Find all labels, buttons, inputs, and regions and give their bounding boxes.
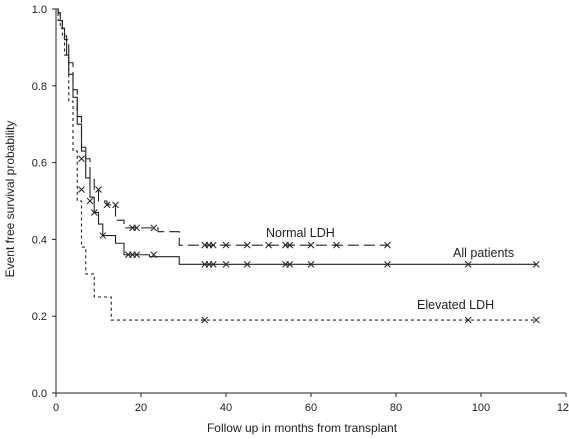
y-tick-label: 1.0 bbox=[32, 4, 47, 16]
censor-marker-all-patients bbox=[384, 261, 391, 268]
censor-marker-elevated-ldh bbox=[532, 316, 540, 324]
censor-marker-all-patients bbox=[90, 209, 98, 216]
censor-marker-normal-ldh bbox=[307, 241, 315, 249]
survival-curves bbox=[56, 8, 537, 321]
censor-marker-normal-ldh bbox=[384, 241, 391, 249]
x-tick-label: 80 bbox=[390, 402, 402, 414]
censor-marker-elevated-ldh bbox=[464, 316, 472, 324]
x-axis-label: Follow up in months from transplant bbox=[207, 421, 398, 435]
y-tick-label: 0.8 bbox=[32, 81, 47, 93]
censor-marker-all-patients bbox=[286, 261, 294, 268]
series-labels: Normal LDH All patients Elevated LDH bbox=[266, 226, 514, 312]
y-tick-label: 0.0 bbox=[32, 388, 47, 400]
censor-marker-all-patients bbox=[307, 261, 315, 268]
curve-normal-ldh bbox=[56, 8, 388, 246]
censor-marker-normal-ldh bbox=[209, 241, 217, 249]
censor-marker-normal-ldh bbox=[78, 155, 85, 163]
censor-marker-all-patients bbox=[222, 261, 230, 268]
censor-marker-normal-ldh bbox=[333, 241, 340, 249]
censor-marker-normal-ldh bbox=[222, 241, 230, 249]
x-tick-label: 60 bbox=[305, 402, 317, 414]
series-label-elevated-ldh: Elevated LDH bbox=[417, 298, 494, 312]
series-label-normal-ldh: Normal LDH bbox=[266, 226, 335, 240]
censor-marker-all-patients bbox=[243, 261, 251, 268]
x-tick-label: 100 bbox=[472, 402, 490, 414]
y-tick-label: 0.2 bbox=[32, 311, 47, 323]
y-tick-label: 0.6 bbox=[32, 158, 47, 170]
x-tick-label: 20 bbox=[135, 402, 147, 414]
censor-marker-normal-ldh bbox=[286, 241, 294, 249]
y-axis-label: Event free survival probability bbox=[3, 121, 17, 278]
censor-marker-normal-ldh bbox=[265, 241, 272, 249]
ticks: 0 20 40 60 80 100 120 0.0 0.2 0.4 0.6 0.8 1.0 bbox=[32, 4, 569, 414]
x-tick-label: 120 bbox=[557, 402, 569, 414]
censor-marker-normal-ldh bbox=[103, 201, 111, 209]
censor-marker-all-patients bbox=[532, 261, 540, 268]
censor-marker-all-patients bbox=[78, 186, 85, 193]
x-tick-label: 40 bbox=[220, 402, 232, 414]
series-label-all-patients: All patients bbox=[453, 246, 514, 260]
censor-marker-all-patients bbox=[133, 251, 141, 259]
censor-markers bbox=[78, 155, 540, 324]
x-tick-label: 0 bbox=[53, 402, 59, 414]
censor-marker-normal-ldh bbox=[243, 241, 251, 249]
censor-marker-all-patients bbox=[209, 261, 217, 268]
censor-marker-normal-ldh bbox=[95, 186, 102, 193]
censor-marker-elevated-ldh bbox=[201, 316, 209, 324]
y-tick-label: 0.4 bbox=[32, 234, 47, 246]
censor-marker-all-patients bbox=[99, 232, 107, 239]
censor-marker-normal-ldh bbox=[133, 224, 141, 232]
censor-marker-all-patients bbox=[464, 261, 472, 268]
censor-marker-all-patients bbox=[86, 197, 94, 205]
curve-elevated-ldh bbox=[56, 8, 537, 321]
censor-marker-normal-ldh bbox=[112, 201, 119, 209]
censor-marker-all-patients bbox=[150, 251, 158, 259]
censor-marker-normal-ldh bbox=[150, 224, 158, 232]
axes bbox=[55, 9, 566, 394]
